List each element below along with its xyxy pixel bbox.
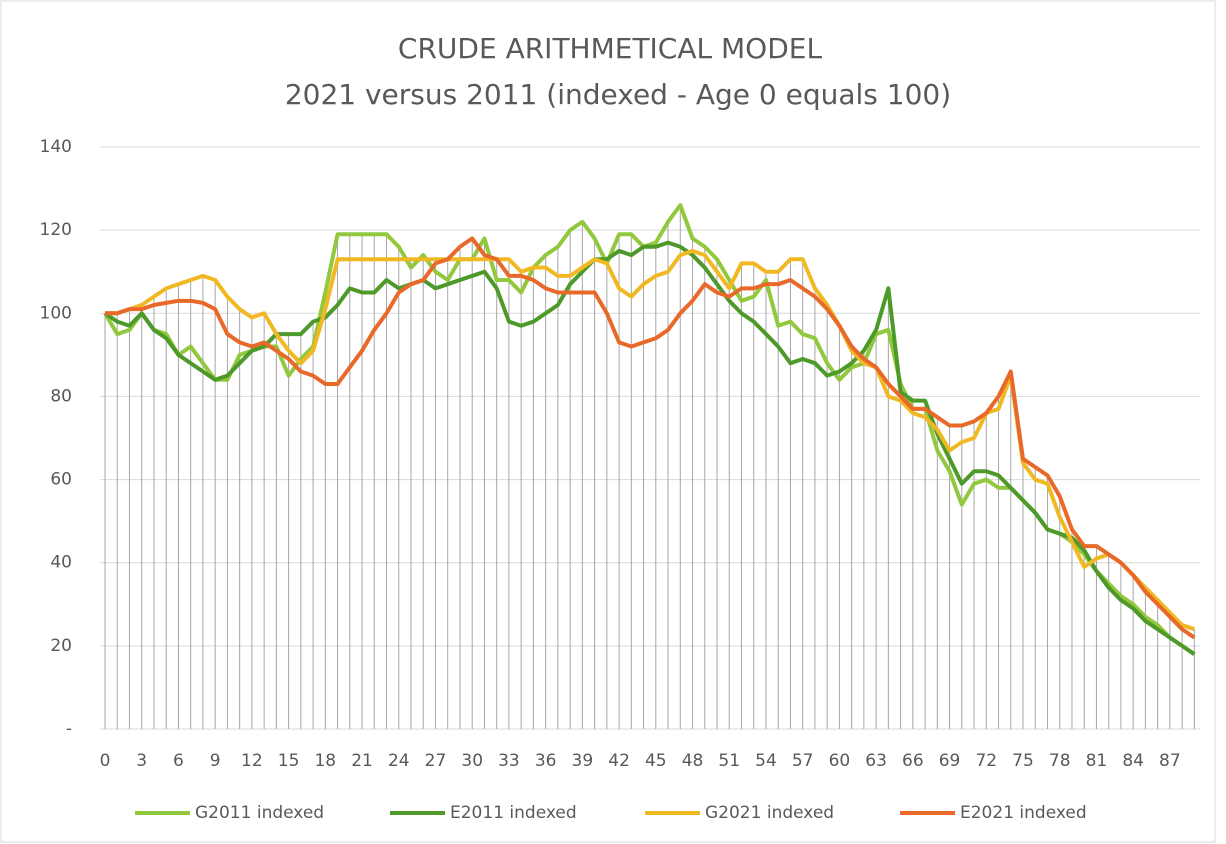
series-line <box>103 240 1196 656</box>
y-tick-label: 60 <box>50 470 72 490</box>
x-tick-label: 24 <box>388 751 410 771</box>
chart-subtitle: 2021 versus 2011 (indexed - Age 0 equals… <box>285 78 951 111</box>
x-tick-label: 21 <box>351 751 373 771</box>
legend-label: G2011 indexed <box>195 803 324 823</box>
x-tick-label: 75 <box>1012 751 1034 771</box>
chart-title: CRUDE ARITHMETICAL MODEL <box>398 32 823 65</box>
x-tick-label: 36 <box>535 751 557 771</box>
y-tick-label: 80 <box>50 386 72 406</box>
x-tick-label: 9 <box>210 751 221 771</box>
x-tick-label: 60 <box>829 751 851 771</box>
y-tick-label: 100 <box>40 303 72 323</box>
y-tick-label: 20 <box>50 636 72 656</box>
x-tick-label: 12 <box>241 751 263 771</box>
x-tick-label: 84 <box>1122 751 1144 771</box>
legend-label: E2021 indexed <box>960 803 1087 823</box>
y-tick-label: 40 <box>50 553 72 573</box>
x-tick-label: 3 <box>136 751 147 771</box>
x-tick-label: 51 <box>718 751 740 771</box>
legend-label: E2011 indexed <box>450 803 577 823</box>
x-tick-label: 33 <box>498 751 520 771</box>
x-tick-label: 39 <box>572 751 594 771</box>
x-tick-label: 27 <box>425 751 447 771</box>
series-line <box>105 236 1196 640</box>
y-tick-label: 140 <box>40 137 72 157</box>
x-tick-label: 63 <box>865 751 887 771</box>
x-tick-label: 87 <box>1159 751 1181 771</box>
x-tick-label: 30 <box>461 751 483 771</box>
x-tick-label: 0 <box>100 751 111 771</box>
x-tick-label: 15 <box>278 751 300 771</box>
x-tick-label: 66 <box>902 751 924 771</box>
x-tick-label: 72 <box>975 751 997 771</box>
x-tick-label: 69 <box>939 751 961 771</box>
x-tick-label: 81 <box>1086 751 1108 771</box>
x-tick-label: 18 <box>314 751 336 771</box>
x-tick-label: 45 <box>645 751 667 771</box>
x-tick-label: 57 <box>792 751 814 771</box>
x-tick-label: 6 <box>173 751 184 771</box>
y-tick-label: - <box>66 719 72 739</box>
x-tick-label: 48 <box>682 751 704 771</box>
x-tick-label: 42 <box>608 751 630 771</box>
x-tick-label: 78 <box>1049 751 1071 771</box>
legend-label: G2021 indexed <box>705 803 834 823</box>
x-tick-label: 54 <box>755 751 777 771</box>
y-tick-label: 120 <box>40 220 72 240</box>
